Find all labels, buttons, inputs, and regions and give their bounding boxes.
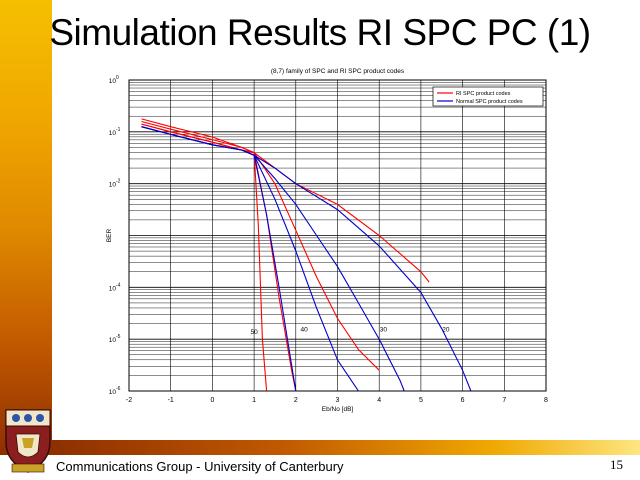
y-tick-label: 10 (109, 389, 117, 396)
y-axis-label: BER (106, 229, 113, 243)
x-tick-label: -1 (168, 397, 174, 404)
y-tick-label: 10 (109, 182, 117, 189)
y-tick-label: 10 (109, 337, 117, 344)
x-tick-label: 2 (294, 397, 298, 404)
x-tick-label: 0 (210, 397, 214, 404)
x-tick-label: 1 (252, 397, 256, 404)
sidebar-gradient (0, 0, 52, 455)
legend-box (432, 86, 544, 107)
x-tick-label: 7 (502, 397, 506, 404)
legend-label: RI SPC product codes (456, 91, 511, 97)
bottom-gradient-bar (52, 440, 640, 455)
page-number: 15 (610, 457, 623, 472)
x-tick-label: 4 (377, 397, 381, 404)
curve-annotation: 30 (380, 326, 388, 333)
curve-annotation: 40 (301, 326, 309, 333)
plot-frame (128, 79, 547, 392)
y-tick-exponent: -4 (116, 282, 121, 288)
y-tick-label: 10 (109, 130, 117, 137)
x-tick-label: 6 (461, 397, 465, 404)
y-tick-exponent: -1 (116, 127, 121, 133)
university-crest-icon (5, 409, 51, 473)
series-line-normal-spc (141, 126, 472, 392)
x-tick-label: -2 (126, 397, 132, 404)
chart-title: (8,7) family of SPC and RI SPC product c… (271, 68, 405, 75)
x-tick-label: 8 (544, 397, 548, 404)
y-tick-exponent: -2 (116, 179, 121, 185)
y-tick-exponent: -6 (116, 386, 121, 392)
slide-title: Simulation Results RI SPC PC (1) (49, 12, 591, 53)
legend-label: Normal SPC product codes (456, 99, 523, 105)
x-axis-label: Eb/No [dB] (322, 406, 354, 413)
curve-annotation: 50 (250, 329, 258, 336)
y-tick-exponent: 0 (116, 75, 119, 81)
x-tick-label: 5 (419, 397, 423, 404)
x-tick-label: 3 (336, 397, 340, 404)
curve-annotation: 20 (442, 326, 450, 333)
y-tick-label: 10 (109, 78, 117, 85)
y-tick-label: 10 (109, 285, 117, 292)
y-tick-exponent: -5 (116, 334, 121, 340)
footer-affiliation: Communications Group - University of Can… (56, 459, 344, 474)
